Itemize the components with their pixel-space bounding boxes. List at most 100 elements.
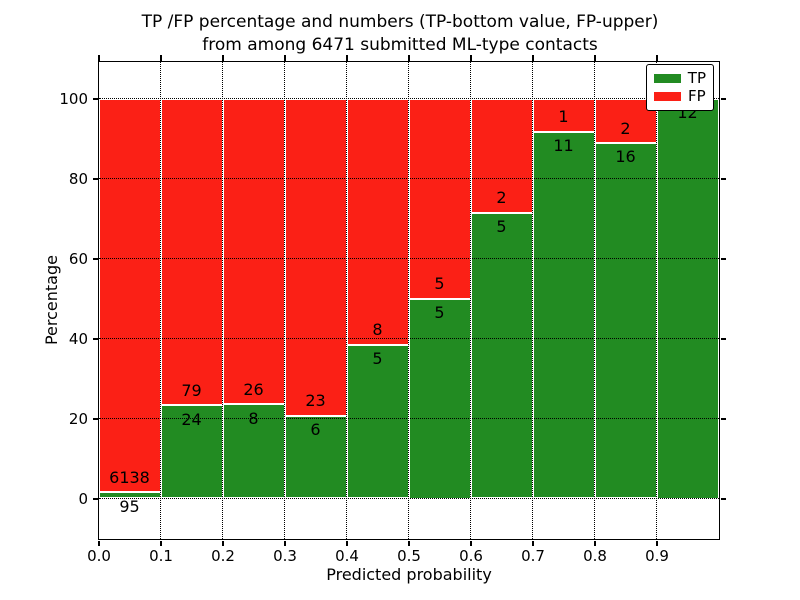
y-tick-left [92,178,98,180]
legend-swatch-tp [654,73,681,83]
bar-tp-segment [222,404,285,499]
legend-row: TP [654,68,706,87]
y-tick-left [92,338,98,340]
x-tick-label: 0.4 [335,547,359,565]
bar-tp-segment [408,298,471,499]
bar-fp-count-label: 23 [305,391,326,411]
bar-tp-count-label: 11 [553,136,574,156]
x-axis-label: Predicted probability [326,565,492,584]
v-gridline [655,61,657,539]
bar-fp-count-label: 1 [558,107,569,127]
y-tick-left [92,98,98,100]
x-tick-bottom [222,540,224,546]
bar-tp-count-label: 5 [496,217,507,237]
x-tick-top [470,55,472,61]
y-tick-label: 0 [78,490,88,508]
y-tick-left [92,498,98,500]
x-tick-bottom [594,540,596,546]
y-tick-right [720,98,726,100]
x-tick-label: 0.7 [521,547,545,565]
x-tick-bottom [408,540,410,546]
bar-tp-segment [470,212,533,499]
bar-tp-segment [656,98,719,499]
y-tick-label: 60 [68,250,88,268]
y-tick-right [720,338,726,340]
chart-title: TP /FP percentage and numbers (TP-bottom… [0,11,800,57]
y-tick-right [720,258,726,260]
v-gridline [345,61,347,539]
y-tick-label: 40 [68,330,88,348]
v-gridline [469,61,471,539]
bar-tp-segment [594,142,657,499]
y-tick-right [720,418,726,420]
y-tick-right [720,178,726,180]
y-tick-label: 80 [68,170,88,188]
bar-tp-segment [532,131,595,499]
bar-fp-segment [408,98,471,299]
x-tick-label: 0.2 [211,547,235,565]
y-tick-left [92,258,98,260]
y-tick-label: 20 [68,410,88,428]
x-tick-label: 0.8 [583,547,607,565]
y-tick-left [92,418,98,420]
bar-fp-segment [160,98,223,406]
x-tick-label: 0.0 [87,547,111,565]
bar-tp-count-label: 95 [119,496,140,516]
x-tick-label: 0.1 [149,547,173,565]
x-tick-top [408,55,410,61]
x-tick-top [594,55,596,61]
v-gridline [531,61,533,539]
x-tick-bottom [656,540,658,546]
y-tick-right [720,498,726,500]
y-axis-label: Percentage [42,255,61,346]
legend-swatch-fp [654,92,681,102]
legend-label-fp: FP [688,87,706,106]
v-gridline [407,61,409,539]
x-tick-label: 0.9 [645,547,669,565]
bar-tp-count-label: 16 [615,147,636,167]
x-tick-bottom [470,540,472,546]
bar-fp-segment [98,98,161,493]
bar-fp-count-label: 6138 [109,468,150,487]
chart-title-line1: TP /FP percentage and numbers (TP-bottom… [141,12,659,32]
x-tick-top [98,55,100,61]
legend: TP FP [646,64,714,111]
bar-fp-count-label: 2 [496,188,507,208]
x-tick-bottom [532,540,534,546]
bar-fp-segment [222,98,285,405]
bar-fp-count-label: 5 [434,274,445,294]
x-tick-top [656,55,658,61]
bar-tp-count-label: 8 [248,408,259,428]
bar-fp-count-label: 26 [243,379,264,399]
plot-area: 6138 95 79 24 26 8 23 6 8 5 5 5 2 5 1 11 2 16 12 [97,60,720,540]
v-gridline [283,61,285,539]
bar-fp-segment [470,98,533,213]
x-tick-top [284,55,286,61]
v-gridline [593,61,595,539]
x-tick-top [532,55,534,61]
x-tick-label: 0.5 [397,547,421,565]
v-gridline [221,61,223,539]
bar-fp-segment [532,98,595,132]
v-gridline [159,61,161,539]
x-tick-bottom [98,540,100,546]
x-tick-bottom [284,540,286,546]
x-tick-bottom [160,540,162,546]
bar-fp-segment [346,98,409,345]
x-tick-label: 0.3 [273,547,297,565]
bar-fp-count-label: 2 [620,118,631,138]
x-tick-top [222,55,224,61]
x-tick-top [346,55,348,61]
bar-tp-count-label: 5 [372,349,383,369]
x-tick-label: 0.6 [459,547,483,565]
y-tick-label: 100 [59,90,88,108]
bar-tp-count-label: 6 [310,420,321,440]
x-tick-top [160,55,162,61]
bar-tp-count-label: 24 [181,409,202,429]
legend-label-tp: TP [687,68,706,87]
bar-tp-count-label: 5 [434,302,445,322]
legend-row: FP [654,89,706,104]
bar-fp-count-label: 79 [181,380,202,400]
x-tick-bottom [346,540,348,546]
